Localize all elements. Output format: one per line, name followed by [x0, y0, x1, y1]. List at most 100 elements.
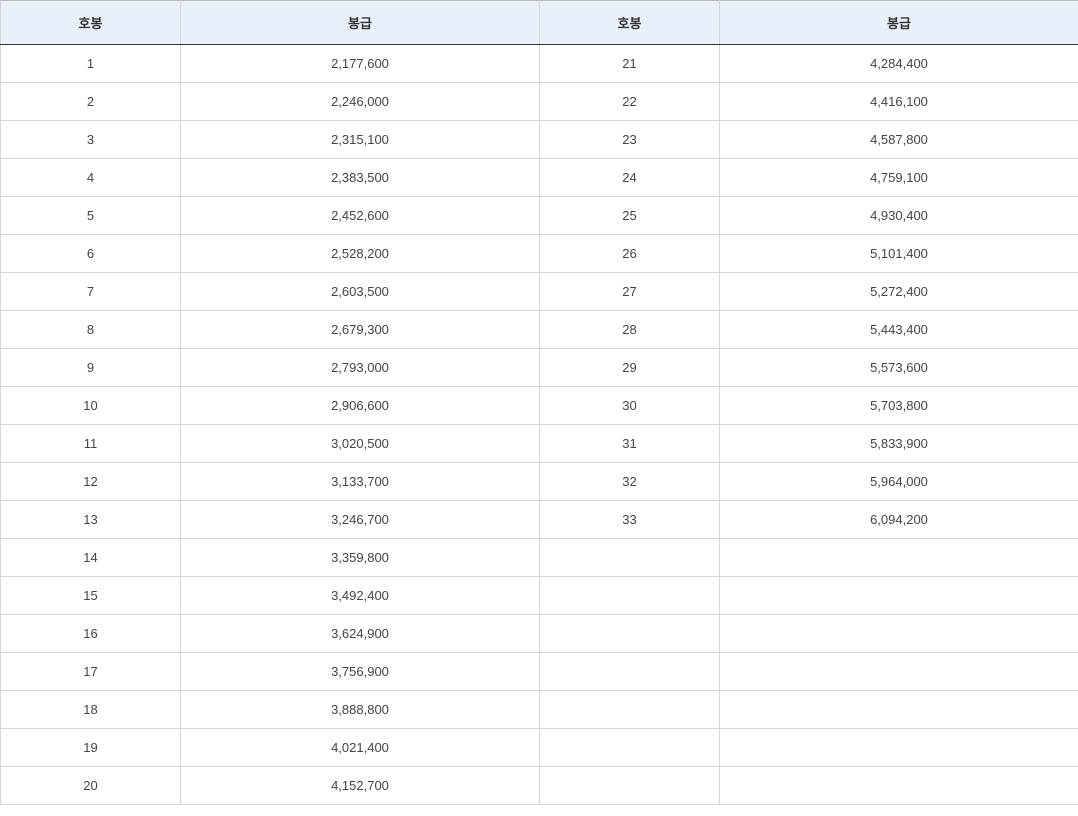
cell-salary-1: 2,383,500: [181, 159, 540, 197]
cell-grade-1: 10: [1, 387, 181, 425]
table-row: 14 3,359,800: [1, 539, 1078, 577]
cell-grade-2: 29: [540, 349, 720, 387]
table-row: 2 2,246,000 22 4,416,100: [1, 83, 1078, 121]
cell-salary-2: [720, 767, 1078, 805]
table-row: 8 2,679,300 28 5,443,400: [1, 311, 1078, 349]
cell-grade-1: 8: [1, 311, 181, 349]
cell-grade-1: 2: [1, 83, 181, 121]
cell-salary-2: 4,587,800: [720, 121, 1078, 159]
cell-grade-1: 4: [1, 159, 181, 197]
cell-grade-2: [540, 615, 720, 653]
table-row: 19 4,021,400: [1, 729, 1078, 767]
cell-salary-1: 2,246,000: [181, 83, 540, 121]
cell-salary-1: 2,528,200: [181, 235, 540, 273]
cell-salary-2: 5,443,400: [720, 311, 1078, 349]
cell-salary-2: [720, 577, 1078, 615]
cell-grade-2: 23: [540, 121, 720, 159]
cell-salary-2: 4,284,400: [720, 45, 1078, 83]
cell-grade-1: 20: [1, 767, 181, 805]
cell-salary-2: [720, 729, 1078, 767]
cell-grade-2: 31: [540, 425, 720, 463]
cell-salary-1: 3,020,500: [181, 425, 540, 463]
cell-salary-1: 3,133,700: [181, 463, 540, 501]
table-row: 6 2,528,200 26 5,101,400: [1, 235, 1078, 273]
cell-grade-1: 12: [1, 463, 181, 501]
cell-grade-2: 26: [540, 235, 720, 273]
cell-grade-2: [540, 539, 720, 577]
cell-salary-2: 4,930,400: [720, 197, 1078, 235]
cell-grade-2: 32: [540, 463, 720, 501]
cell-salary-2: [720, 691, 1078, 729]
cell-salary-1: 3,624,900: [181, 615, 540, 653]
table-row: 16 3,624,900: [1, 615, 1078, 653]
cell-grade-2: 27: [540, 273, 720, 311]
cell-grade-2: [540, 653, 720, 691]
header-grade-2: 호봉: [540, 1, 720, 45]
cell-grade-2: [540, 577, 720, 615]
cell-grade-2: 24: [540, 159, 720, 197]
cell-grade-1: 16: [1, 615, 181, 653]
header-salary-1: 봉급: [181, 1, 540, 45]
salary-table: 호봉 봉급 호봉 봉급 1 2,177,600 21 4,284,400 2 2…: [0, 0, 1078, 805]
table-row: 3 2,315,100 23 4,587,800: [1, 121, 1078, 159]
cell-grade-1: 13: [1, 501, 181, 539]
cell-salary-1: 3,756,900: [181, 653, 540, 691]
cell-salary-2: 5,833,900: [720, 425, 1078, 463]
table-row: 15 3,492,400: [1, 577, 1078, 615]
cell-grade-2: 33: [540, 501, 720, 539]
cell-salary-1: 2,793,000: [181, 349, 540, 387]
cell-grade-2: 22: [540, 83, 720, 121]
cell-grade-2: 25: [540, 197, 720, 235]
header-salary-2: 봉급: [720, 1, 1078, 45]
cell-salary-2: 5,573,600: [720, 349, 1078, 387]
cell-salary-1: 3,246,700: [181, 501, 540, 539]
table-row: 1 2,177,600 21 4,284,400: [1, 45, 1078, 83]
cell-salary-2: 5,101,400: [720, 235, 1078, 273]
cell-grade-1: 17: [1, 653, 181, 691]
header-grade-1: 호봉: [1, 1, 181, 45]
cell-salary-2: 4,416,100: [720, 83, 1078, 121]
cell-salary-2: [720, 653, 1078, 691]
cell-grade-2: 30: [540, 387, 720, 425]
cell-grade-1: 5: [1, 197, 181, 235]
table-row: 11 3,020,500 31 5,833,900: [1, 425, 1078, 463]
cell-grade-1: 1: [1, 45, 181, 83]
cell-grade-1: 3: [1, 121, 181, 159]
cell-grade-2: 21: [540, 45, 720, 83]
salary-table-container: 호봉 봉급 호봉 봉급 1 2,177,600 21 4,284,400 2 2…: [0, 0, 1078, 805]
cell-salary-2: [720, 615, 1078, 653]
cell-grade-1: 11: [1, 425, 181, 463]
cell-grade-1: 9: [1, 349, 181, 387]
cell-grade-1: 19: [1, 729, 181, 767]
cell-salary-1: 4,021,400: [181, 729, 540, 767]
table-row: 9 2,793,000 29 5,573,600: [1, 349, 1078, 387]
table-row: 10 2,906,600 30 5,703,800: [1, 387, 1078, 425]
cell-salary-1: 3,888,800: [181, 691, 540, 729]
cell-grade-1: 14: [1, 539, 181, 577]
cell-salary-2: 4,759,100: [720, 159, 1078, 197]
cell-salary-2: [720, 539, 1078, 577]
table-body: 1 2,177,600 21 4,284,400 2 2,246,000 22 …: [1, 45, 1078, 805]
table-row: 5 2,452,600 25 4,930,400: [1, 197, 1078, 235]
table-row: 20 4,152,700: [1, 767, 1078, 805]
cell-grade-2: [540, 729, 720, 767]
cell-salary-1: 2,452,600: [181, 197, 540, 235]
table-row: 17 3,756,900: [1, 653, 1078, 691]
table-row: 4 2,383,500 24 4,759,100: [1, 159, 1078, 197]
cell-grade-1: 15: [1, 577, 181, 615]
cell-salary-2: 5,964,000: [720, 463, 1078, 501]
cell-salary-1: 3,359,800: [181, 539, 540, 577]
cell-salary-2: 6,094,200: [720, 501, 1078, 539]
cell-grade-1: 6: [1, 235, 181, 273]
cell-grade-2: 28: [540, 311, 720, 349]
cell-salary-1: 3,492,400: [181, 577, 540, 615]
table-row: 12 3,133,700 32 5,964,000: [1, 463, 1078, 501]
cell-grade-1: 7: [1, 273, 181, 311]
cell-salary-2: 5,703,800: [720, 387, 1078, 425]
table-row: 7 2,603,500 27 5,272,400: [1, 273, 1078, 311]
cell-salary-2: 5,272,400: [720, 273, 1078, 311]
cell-salary-1: 2,177,600: [181, 45, 540, 83]
table-row: 13 3,246,700 33 6,094,200: [1, 501, 1078, 539]
table-row: 18 3,888,800: [1, 691, 1078, 729]
cell-salary-1: 2,906,600: [181, 387, 540, 425]
